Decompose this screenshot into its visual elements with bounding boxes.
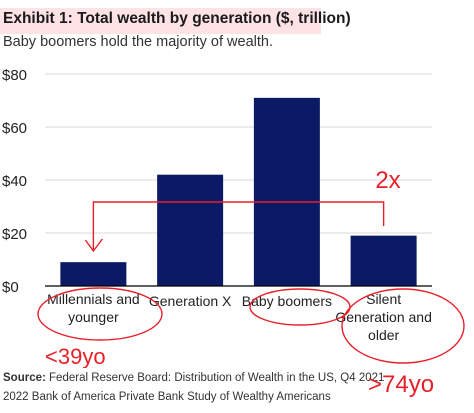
silent-circle bbox=[341, 288, 465, 364]
left-age-label: <39yo bbox=[45, 344, 106, 368]
x-tick-label: older bbox=[368, 327, 399, 343]
y-tick-label: $80 bbox=[2, 67, 27, 84]
bar bbox=[157, 174, 224, 286]
ratio-label: 2x bbox=[375, 167, 400, 194]
x-tick-label: younger bbox=[68, 309, 119, 325]
gridlines bbox=[45, 73, 432, 234]
chart-title: Exhibit 1: Total wealth by generation ($… bbox=[3, 10, 351, 28]
y-tick-label: $20 bbox=[2, 226, 27, 243]
title-highlight bbox=[0, 8, 321, 34]
source-text-1: Federal Reserve Board: Distribution of W… bbox=[49, 372, 385, 384]
right-age-label: >74yo bbox=[368, 371, 435, 398]
title-prefix: Exhibit 1: bbox=[3, 10, 78, 27]
x-tick-label: Generation X bbox=[149, 293, 232, 309]
bars bbox=[60, 97, 417, 286]
x-tick-label: Generation and bbox=[335, 309, 432, 325]
title-main: Total wealth by generation ($, trillion) bbox=[77, 10, 351, 27]
source-line-2: 2022 Bank of America Private Bank Study … bbox=[3, 391, 331, 403]
y-tick-label: $60 bbox=[2, 120, 27, 137]
wealth-bar-chart: $0 $20 $40 $60 $80 Millennials and younger Gen… bbox=[2, 67, 465, 368]
chart-subtitle: Baby boomers hold the majority of wealth… bbox=[3, 34, 273, 50]
source-label: Source: bbox=[3, 372, 46, 384]
millennials-circle bbox=[37, 287, 163, 341]
source-line-1: Source: Federal Reserve Board: Distribut… bbox=[3, 372, 384, 384]
bar bbox=[350, 235, 417, 286]
x-tick-label: Millennials and bbox=[47, 291, 140, 307]
arrow-head bbox=[84, 238, 103, 253]
x-tick-label: Silent bbox=[366, 291, 401, 307]
y-tick-label: $0 bbox=[2, 279, 19, 296]
bracket-line bbox=[92, 201, 385, 250]
bar bbox=[60, 262, 127, 286]
x-tick-label: Baby boomers bbox=[242, 293, 332, 309]
y-tick-label: $40 bbox=[2, 173, 27, 190]
x-axis-tick-labels: Millennials and younger Generation X Baby b… bbox=[47, 291, 432, 343]
bar bbox=[253, 97, 320, 286]
annotations: 2x <39yo bbox=[37, 167, 465, 368]
y-axis-tick-labels: $0 $20 $40 $60 $80 bbox=[2, 67, 27, 296]
